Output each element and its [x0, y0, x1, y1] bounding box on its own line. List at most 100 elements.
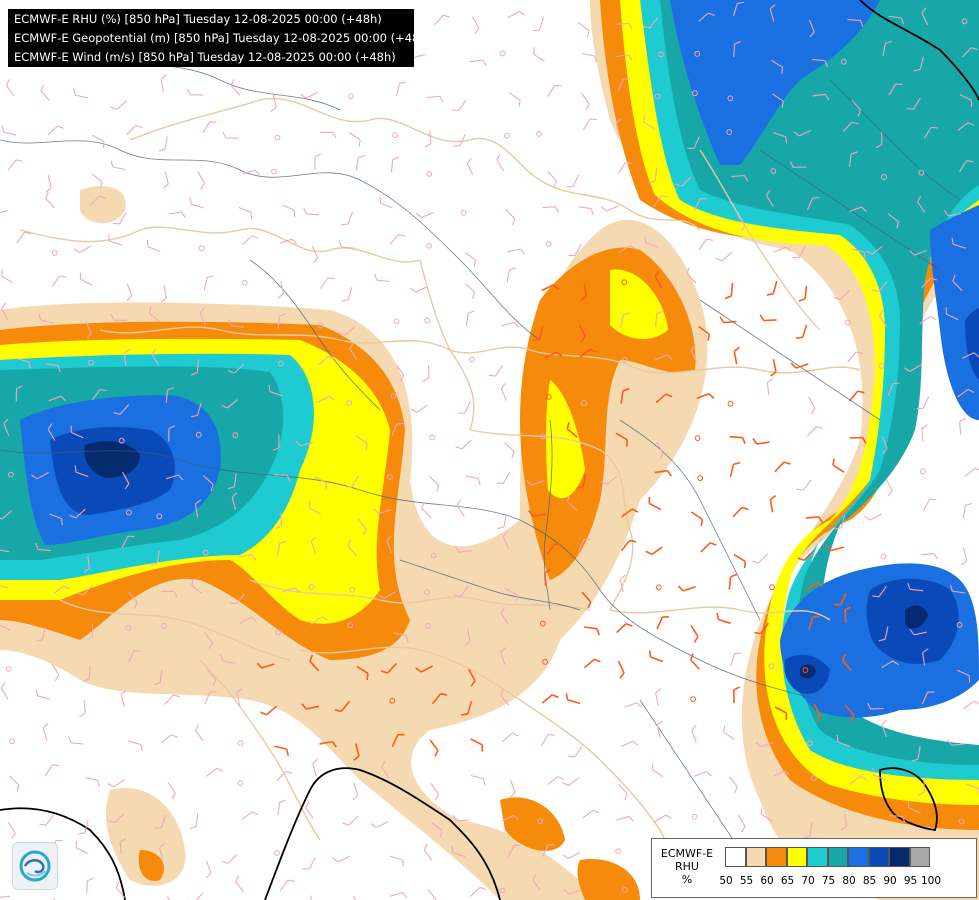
- legend-swatch: [848, 847, 869, 867]
- wind-barb: [279, 238, 298, 245]
- wind-barb: [848, 151, 858, 168]
- wind-barb: [812, 58, 829, 68]
- wind-barb: [279, 879, 295, 891]
- wind-barb: [500, 607, 509, 625]
- wind-barb: [504, 442, 515, 459]
- wind-barb: [689, 653, 700, 670]
- wind-barb: [464, 251, 477, 268]
- wind-barb: [128, 591, 138, 609]
- wind-barb: [752, 437, 770, 445]
- wind-barb: [377, 591, 396, 600]
- wind-barb: [793, 129, 812, 137]
- wind-barb: [45, 191, 55, 209]
- wind-barb: [959, 417, 966, 435]
- wind-barb: [334, 700, 351, 713]
- wind-barb: [206, 669, 217, 686]
- wind-barb: [308, 501, 321, 515]
- wind-barb: [543, 568, 551, 586]
- wind-barb: [301, 703, 320, 710]
- wind-barb: [768, 663, 775, 670]
- wind-barb: [5, 79, 15, 97]
- wind-barb: [78, 819, 89, 835]
- wind-barb: [472, 16, 480, 35]
- wind-barb: [645, 546, 663, 556]
- wind-barb: [168, 211, 186, 218]
- wind-barb: [355, 435, 368, 451]
- wind-barb: [206, 767, 224, 777]
- wind-barb: [732, 686, 741, 704]
- wind-barb: [881, 436, 888, 454]
- wind-barb: [277, 313, 286, 329]
- wind-barb: [907, 801, 921, 814]
- wind-barb: [579, 348, 597, 358]
- wind-barb: [807, 740, 813, 747]
- wind-barb: [272, 434, 280, 452]
- wind-barb: [806, 197, 820, 211]
- wind-barb: [425, 130, 432, 148]
- wind-barb: [644, 236, 659, 248]
- wind-barb: [651, 762, 664, 778]
- wind-barb: [346, 400, 353, 406]
- wind-barb: [500, 383, 507, 401]
- wind-barb: [919, 315, 937, 325]
- wind-barb: [430, 783, 439, 801]
- wind-barb: [504, 588, 518, 601]
- wind-barb: [620, 387, 630, 404]
- wind-barb: [773, 246, 792, 253]
- wind-barb: [79, 700, 86, 718]
- wind-barb: [771, 59, 784, 75]
- wind-barb: [751, 553, 768, 564]
- wind-barb: [275, 512, 282, 530]
- wind-barb: [790, 362, 809, 369]
- wind-barb: [909, 249, 927, 256]
- wind-barb: [654, 310, 664, 327]
- wind-barb: [795, 324, 808, 340]
- wind-barb: [832, 458, 845, 473]
- wind-barb: [730, 652, 742, 667]
- wind-barb: [347, 622, 354, 629]
- wind-barb: [496, 471, 511, 485]
- wind-barb: [528, 510, 546, 517]
- wind-barb: [314, 476, 327, 490]
- wind-barb: [166, 896, 176, 900]
- wind-barb: [305, 801, 314, 819]
- wind-barb: [509, 779, 516, 798]
- wind-barb: [35, 626, 46, 642]
- wind-barb: [615, 432, 628, 447]
- wind-barb: [92, 134, 105, 149]
- wind-barb: [729, 461, 741, 478]
- wind-barb: [532, 17, 545, 32]
- legend-tick-label: 80: [842, 875, 856, 887]
- wind-barb: [161, 623, 167, 629]
- wind-barb: [921, 691, 935, 705]
- wind-barb: [40, 84, 51, 102]
- wind-barb: [0, 577, 8, 589]
- wind-barb: [187, 88, 204, 96]
- wind-barb: [568, 243, 582, 257]
- wind-barb: [581, 93, 590, 111]
- wind-barb: [565, 693, 581, 705]
- wind-barb: [465, 310, 475, 327]
- wind-barb: [600, 205, 619, 212]
- wind-barb: [237, 780, 244, 786]
- wind-barb: [875, 131, 883, 149]
- wind-barb: [232, 432, 239, 439]
- wind-barb: [160, 284, 167, 303]
- wind-barb: [38, 313, 54, 324]
- wind-barb: [347, 539, 358, 557]
- wind-barb: [390, 393, 397, 400]
- wind-barb: [312, 758, 319, 777]
- wind-barb: [617, 660, 625, 679]
- wind-barb: [833, 592, 847, 606]
- wind-barb: [110, 313, 128, 321]
- wind-barb: [341, 211, 354, 226]
- wind-barb: [693, 198, 708, 211]
- wind-barb: [195, 724, 204, 742]
- wind-barb: [962, 502, 973, 519]
- wind-barb: [426, 171, 433, 177]
- wind-barb: [303, 207, 320, 216]
- wind-barb: [318, 355, 335, 366]
- wind-barb: [507, 248, 525, 255]
- wind-barb: [648, 650, 664, 663]
- wind-barb: [526, 480, 544, 486]
